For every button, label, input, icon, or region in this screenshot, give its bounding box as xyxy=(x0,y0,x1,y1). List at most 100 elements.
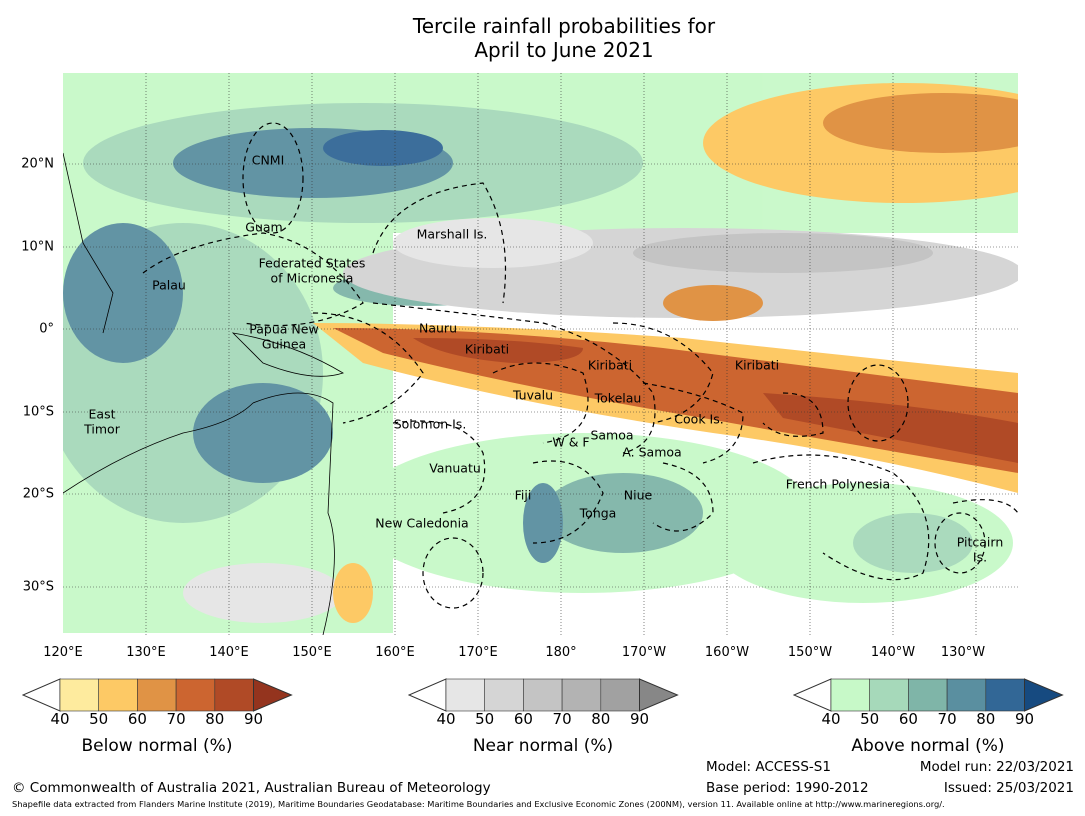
colorbar-extend-low xyxy=(793,678,832,712)
below-normal-areas xyxy=(313,83,1018,623)
region-label: Marshall Is. xyxy=(416,226,488,242)
lat-tick: 20°N xyxy=(21,156,54,172)
lon-tick: 150°E xyxy=(292,645,332,660)
colorbar-extend-high xyxy=(253,678,293,712)
coastlines xyxy=(63,152,344,635)
rainfall-map xyxy=(63,73,1018,635)
lon-tick: 150°W xyxy=(787,645,833,660)
colorbar-extend-high xyxy=(639,678,679,712)
colorbar-label-above: Above normal (%) xyxy=(851,736,1005,756)
model-run-text: Model run: 22/03/2021 xyxy=(919,759,1074,775)
colorbar-segment xyxy=(523,678,563,712)
colorbar-extend-low xyxy=(408,678,447,712)
lon-tick: 180° xyxy=(545,645,577,660)
region-label: Tuvalu xyxy=(512,387,554,403)
region-label: East xyxy=(88,406,116,422)
lon-tick: 120°E xyxy=(43,645,83,660)
lon-tick: 130°W xyxy=(940,645,986,660)
colorbar-segment xyxy=(908,678,948,712)
colorbar-tick: 40 xyxy=(821,710,841,728)
near-normal-areas xyxy=(183,218,1018,623)
colorbar-tick: 90 xyxy=(1014,710,1035,728)
region-label: French Polynesia xyxy=(785,476,891,492)
colorbar-0 xyxy=(22,678,293,712)
lon-tick: 140°E xyxy=(209,645,249,660)
region-label: Timor xyxy=(84,421,120,437)
colorbar-segment xyxy=(600,678,640,712)
lon-tick: 160°W xyxy=(704,645,750,660)
colorbar-segment xyxy=(830,678,871,712)
colorbar-segment xyxy=(946,678,987,712)
colorbar-tick: 80 xyxy=(591,710,611,728)
colorbar-tick: 50 xyxy=(475,710,495,728)
colorbar-extend-high xyxy=(1024,678,1064,712)
region-label: Tokelau xyxy=(594,390,642,406)
title-line1: Tercile rainfall probabilities for xyxy=(412,14,716,38)
colorbar-tick: 60 xyxy=(898,710,918,728)
region-label: W & F xyxy=(552,434,590,450)
colorbar-tick: 80 xyxy=(205,710,225,728)
region-label: Vanuatu xyxy=(429,460,481,476)
colorbar-segment xyxy=(98,678,138,712)
region-label: Kiribati xyxy=(464,341,510,357)
colorbar-tick: 90 xyxy=(629,710,650,728)
colorbar-label-below: Below normal (%) xyxy=(81,736,233,756)
lat-tick: 30°S xyxy=(22,579,54,595)
region-label: Palau xyxy=(152,277,186,293)
colorbar-segment xyxy=(175,678,216,712)
region-label: Fiji xyxy=(514,487,532,503)
colorbar-segment xyxy=(445,678,486,712)
region-label: A. Samoa xyxy=(622,444,682,460)
gridlines xyxy=(63,73,1018,635)
base-period-text: Base period: 1990-2012 xyxy=(706,780,869,796)
colorbar-tick: 50 xyxy=(89,710,109,728)
lat-tick: 0° xyxy=(39,321,54,337)
colorbar-tick: 40 xyxy=(436,710,456,728)
eez-boundaries xyxy=(142,122,1018,609)
lon-tick: 140°W xyxy=(870,645,916,660)
colorbar-tick: 60 xyxy=(127,710,147,728)
colorbar-segment xyxy=(484,678,524,712)
colorbar-1 xyxy=(408,678,679,712)
region-label: Federated States xyxy=(258,255,366,271)
region-label: Cook Is. xyxy=(674,411,724,427)
region-label: Is. xyxy=(972,549,988,565)
region-label: of Micronesia xyxy=(270,270,354,286)
colorbar-segment xyxy=(59,678,100,712)
region-label: Solomon Is. xyxy=(393,416,467,432)
colorbar-segment xyxy=(137,678,177,712)
colorbar-2 xyxy=(793,678,1064,712)
region-label: Samoa xyxy=(590,427,634,443)
colorbar-tick: 40 xyxy=(50,710,70,728)
colorbar-tick: 50 xyxy=(860,710,880,728)
colorbar-tick: 90 xyxy=(243,710,264,728)
colorbar-tick: 70 xyxy=(552,710,572,728)
lon-tick: 130°E xyxy=(126,645,166,660)
lon-tick: 160°E xyxy=(375,645,415,660)
region-label: Nauru xyxy=(419,320,457,336)
colorbar-tick: 70 xyxy=(937,710,957,728)
region-label: Kiribati xyxy=(587,357,633,373)
region-label: Tonga xyxy=(579,505,617,521)
title-line2: April to June 2021 xyxy=(474,38,654,62)
colorbar-tick: 80 xyxy=(976,710,996,728)
lat-tick: 10°S xyxy=(22,404,54,420)
region-label: Kiribati xyxy=(734,357,780,373)
lat-tick: 20°S xyxy=(22,486,54,502)
colorbar-label-near: Near normal (%) xyxy=(472,736,614,756)
colorbar-segment xyxy=(214,678,254,712)
model-text: Model: ACCESS-S1 xyxy=(706,759,831,775)
region-label: Pitcairn xyxy=(956,534,1004,550)
region-label: New Caledonia xyxy=(375,515,469,531)
colorbar-segment xyxy=(869,678,909,712)
lon-tick: 170°E xyxy=(458,645,498,660)
colorbar-tick: 60 xyxy=(513,710,533,728)
colorbar-extend-low xyxy=(22,678,61,712)
region-label: Niue xyxy=(623,487,653,503)
lon-tick: 170°W xyxy=(621,645,667,660)
region-label: CNMI xyxy=(251,152,285,168)
issued-text: Issued: 25/03/2021 xyxy=(943,780,1074,796)
region-label: Papua New xyxy=(249,321,319,337)
colorbar-tick: 70 xyxy=(166,710,186,728)
